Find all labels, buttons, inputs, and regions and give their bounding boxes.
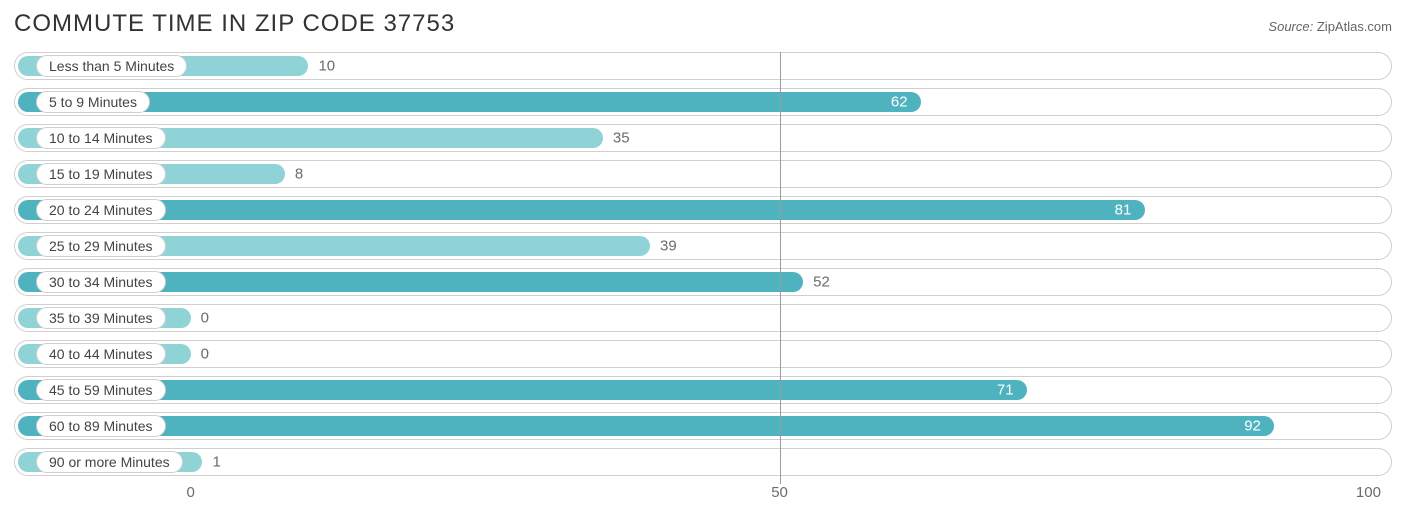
category-label: 10 to 14 Minutes xyxy=(36,127,166,149)
bar xyxy=(18,200,1145,220)
category-label: 5 to 9 Minutes xyxy=(36,91,150,113)
bar xyxy=(18,416,1274,436)
source-label: Source: xyxy=(1268,19,1313,34)
chart-plot: Less than 5 Minutes105 to 9 Minutes6210 … xyxy=(14,52,1392,476)
bar-row: 10 to 14 Minutes 35 xyxy=(14,124,1392,152)
bar-row: 30 to 34 Minutes 52 xyxy=(14,268,1392,296)
category-label: 20 to 24 Minutes xyxy=(36,199,166,221)
category-label: 60 to 89 Minutes xyxy=(36,415,166,437)
category-label: 30 to 34 Minutes xyxy=(36,271,166,293)
chart-header: COMMUTE TIME IN ZIP CODE 37753 Source: Z… xyxy=(14,10,1392,38)
value-label: 35 xyxy=(613,130,630,147)
bar xyxy=(18,92,921,112)
bar-row: 25 to 29 Minutes 39 xyxy=(14,232,1392,260)
value-label: 52 xyxy=(813,274,830,291)
value-label: 62 xyxy=(891,94,908,111)
category-label: 40 to 44 Minutes xyxy=(36,343,166,365)
bar-row: 35 to 39 Minutes 0 xyxy=(14,304,1392,332)
bar-row: 15 to 19 Minutes 8 xyxy=(14,160,1392,188)
category-label: 90 or more Minutes xyxy=(36,451,183,473)
bar-row: 90 or more Minutes 1 xyxy=(14,448,1392,476)
value-label: 0 xyxy=(201,310,209,327)
bar-track xyxy=(14,340,1392,368)
value-label: 92 xyxy=(1244,418,1261,435)
bar xyxy=(18,380,1027,400)
value-label: 10 xyxy=(318,58,335,75)
chart-title: COMMUTE TIME IN ZIP CODE 37753 xyxy=(14,10,455,38)
category-label: Less than 5 Minutes xyxy=(36,55,187,77)
value-label: 0 xyxy=(201,346,209,363)
bar-row: 60 to 89 Minutes 92 xyxy=(14,412,1392,440)
category-label: 45 to 59 Minutes xyxy=(36,379,166,401)
category-label: 35 to 39 Minutes xyxy=(36,307,166,329)
chart-container: COMMUTE TIME IN ZIP CODE 37753 Source: Z… xyxy=(0,0,1406,523)
value-label: 39 xyxy=(660,238,677,255)
value-label: 1 xyxy=(212,454,220,471)
x-tick: 100 xyxy=(1356,484,1381,501)
bar-row: 45 to 59 Minutes 71 xyxy=(14,376,1392,404)
category-label: 15 to 19 Minutes xyxy=(36,163,166,185)
source-value: ZipAtlas.com xyxy=(1317,19,1392,34)
bar-row: Less than 5 Minutes 10 xyxy=(14,52,1392,80)
value-label: 81 xyxy=(1115,202,1132,219)
chart-source: Source: ZipAtlas.com xyxy=(1268,19,1392,34)
x-tick: 50 xyxy=(771,484,788,501)
bar-track xyxy=(14,304,1392,332)
x-axis: 0 50 100 xyxy=(14,484,1392,514)
x-tick: 0 xyxy=(186,484,194,501)
bar-row: 40 to 44 Minutes 0 xyxy=(14,340,1392,368)
bar-row: 20 to 24 Minutes 81 xyxy=(14,196,1392,224)
bar-row: 5 to 9 Minutes 62 xyxy=(14,88,1392,116)
value-label: 71 xyxy=(997,382,1014,399)
category-label: 25 to 29 Minutes xyxy=(36,235,166,257)
value-label: 8 xyxy=(295,166,303,183)
